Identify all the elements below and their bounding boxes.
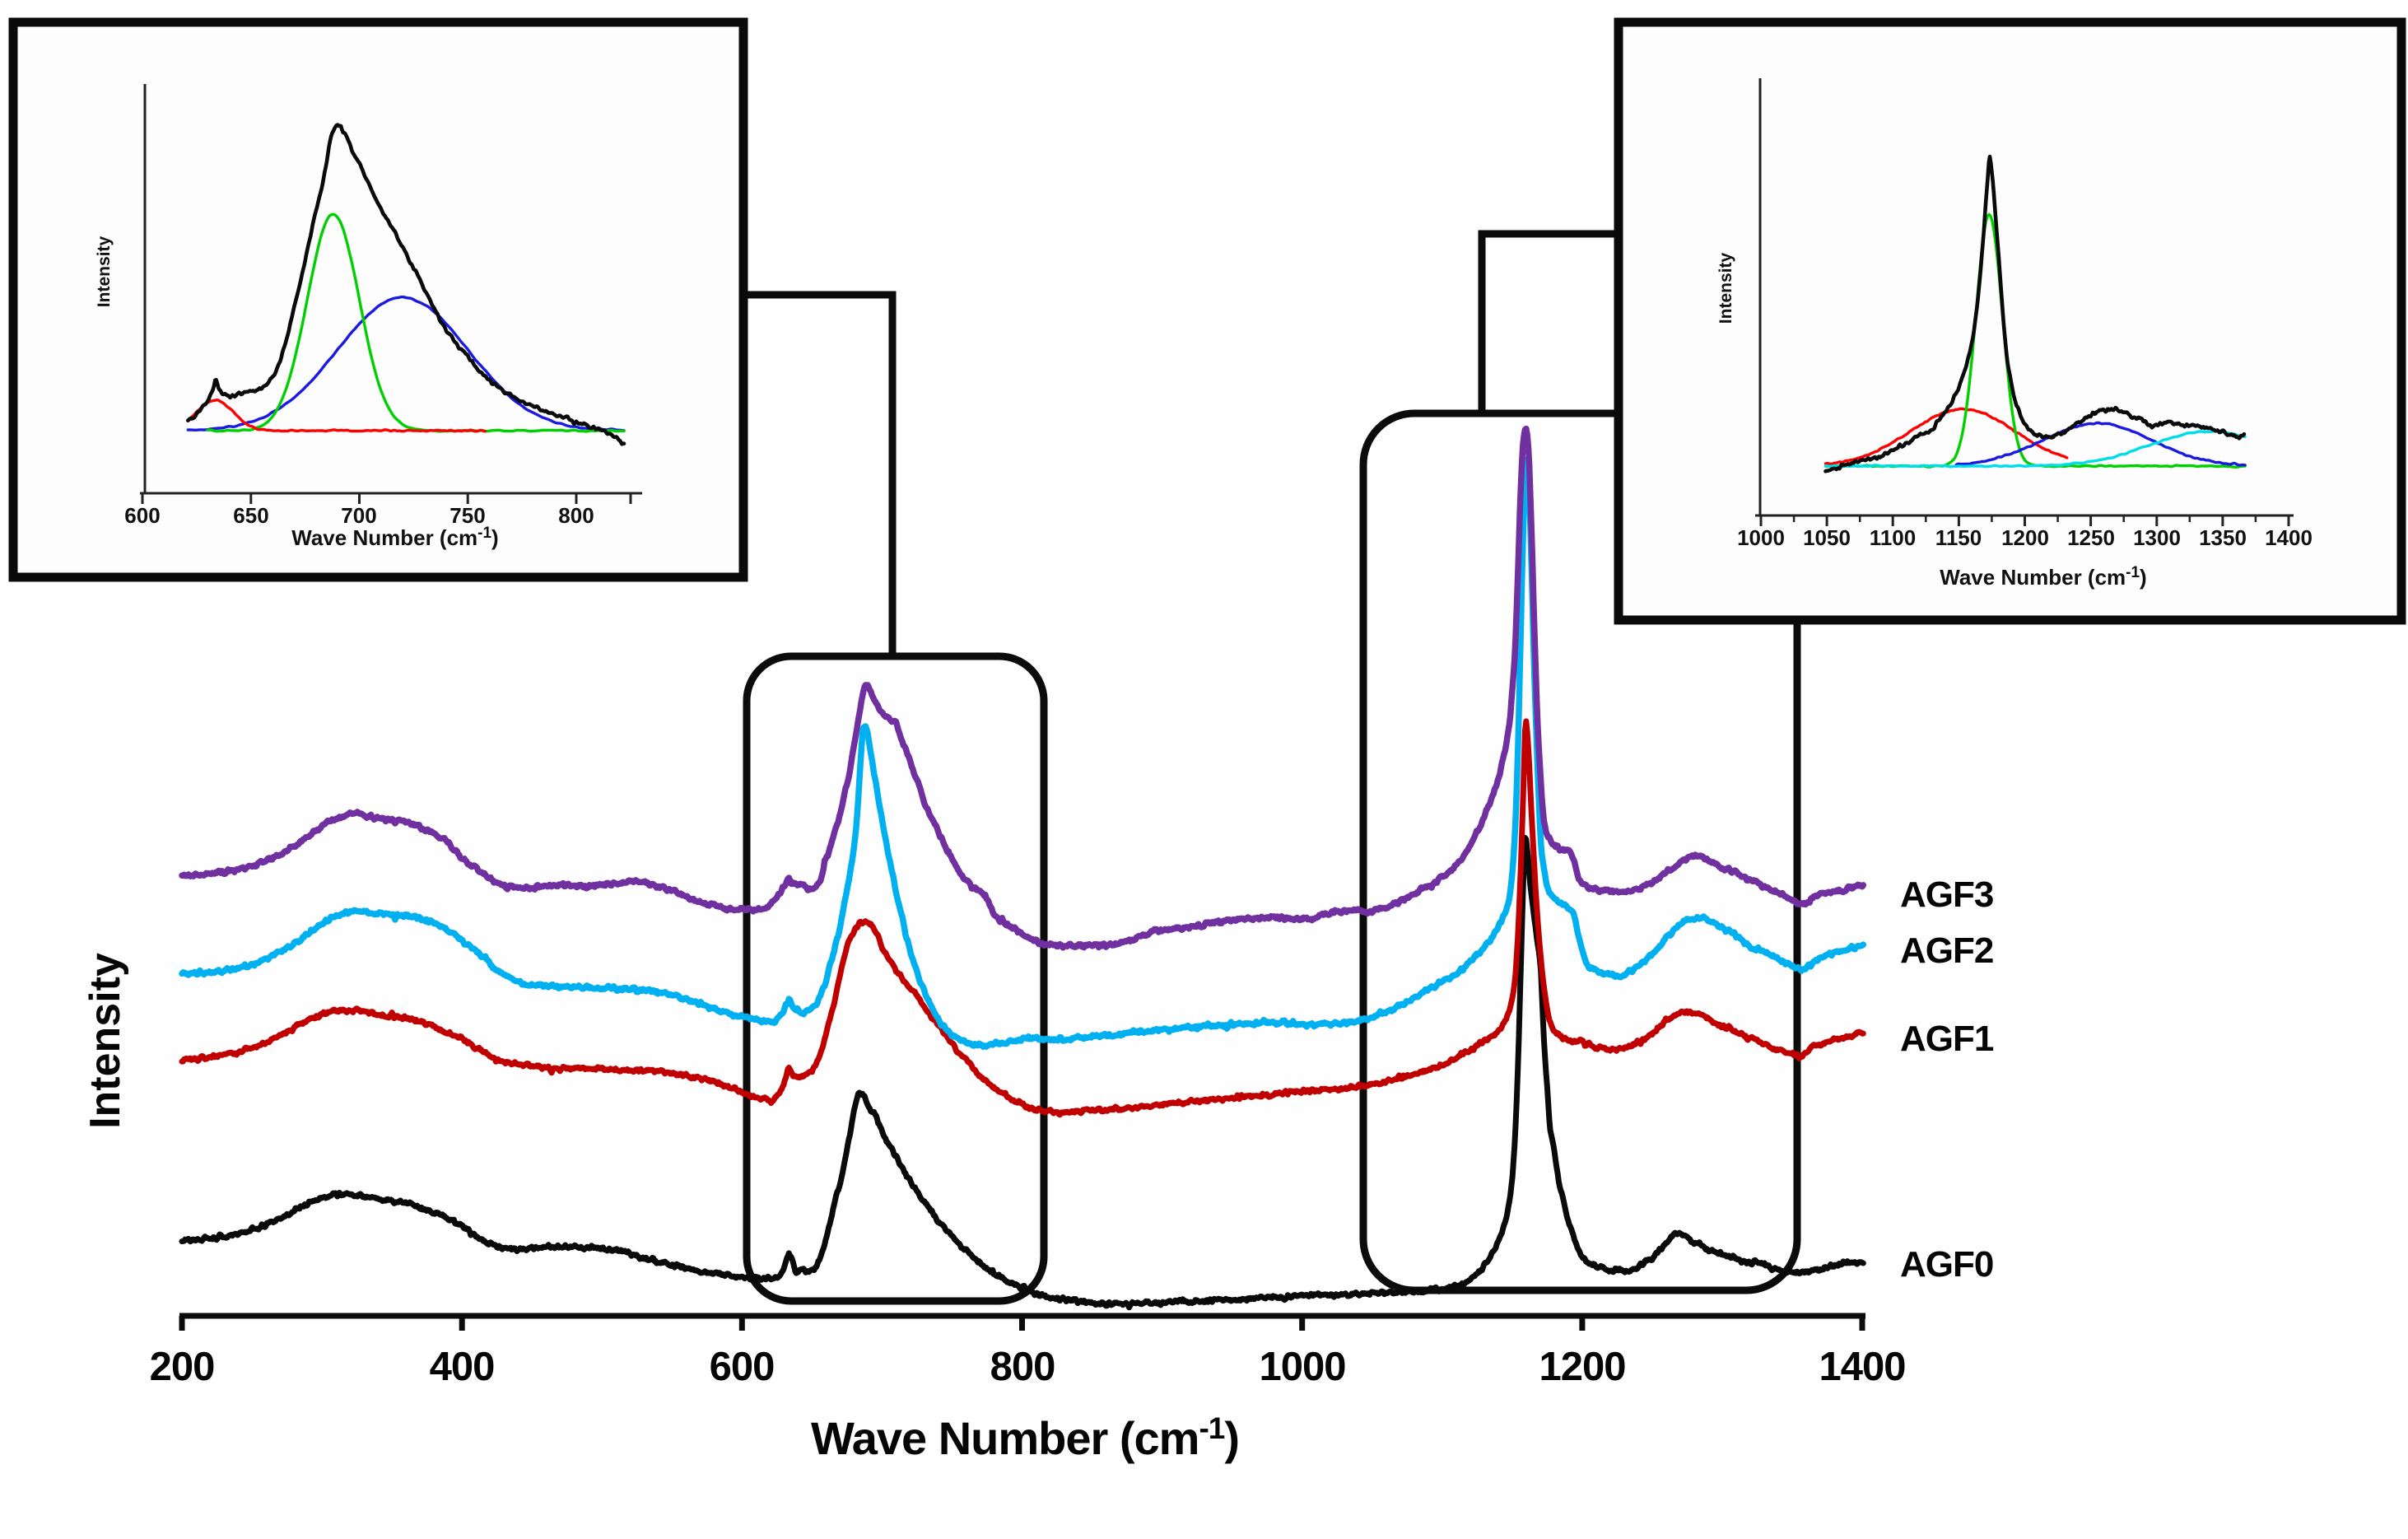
svg-text:Intensity: Intensity	[1716, 253, 1735, 324]
svg-text:800: 800	[990, 1345, 1055, 1389]
svg-text:750: 750	[449, 503, 485, 528]
svg-text:1100: 1100	[1870, 525, 1916, 550]
svg-text:1300: 1300	[2133, 525, 2181, 550]
svg-text:Wave Number (cm-1): Wave Number (cm-1)	[1940, 564, 2146, 590]
svg-text:1200: 1200	[2001, 525, 2049, 550]
svg-text:1400: 1400	[2265, 525, 2313, 550]
svg-text:1400: 1400	[1819, 1345, 1905, 1389]
svg-text:Intensity: Intensity	[82, 953, 129, 1129]
svg-text:1050: 1050	[1803, 525, 1851, 550]
svg-text:600: 600	[124, 503, 160, 528]
svg-text:1150: 1150	[1935, 525, 1982, 550]
svg-text:1200: 1200	[1539, 1345, 1625, 1389]
svg-text:1250: 1250	[2067, 525, 2115, 550]
svg-text:600: 600	[710, 1345, 775, 1389]
svg-text:Intensity: Intensity	[95, 236, 114, 308]
svg-text:1000: 1000	[1259, 1345, 1345, 1389]
svg-text:AGF2: AGF2	[1900, 930, 1993, 971]
svg-text:400: 400	[430, 1345, 495, 1389]
svg-text:AGF0: AGF0	[1900, 1244, 1993, 1285]
svg-text:AGF1: AGF1	[1900, 1019, 1994, 1059]
svg-text:700: 700	[341, 503, 376, 528]
svg-text:AGF3: AGF3	[1900, 874, 1993, 915]
svg-text:Wave Number (cm-1): Wave Number (cm-1)	[811, 1411, 1239, 1464]
svg-text:Wave Number (cm-1): Wave Number (cm-1)	[291, 525, 498, 550]
svg-text:650: 650	[233, 503, 268, 528]
svg-text:800: 800	[558, 503, 594, 528]
svg-text:1350: 1350	[2199, 525, 2247, 550]
svg-text:1000: 1000	[1737, 525, 1785, 550]
svg-text:200: 200	[150, 1345, 215, 1389]
